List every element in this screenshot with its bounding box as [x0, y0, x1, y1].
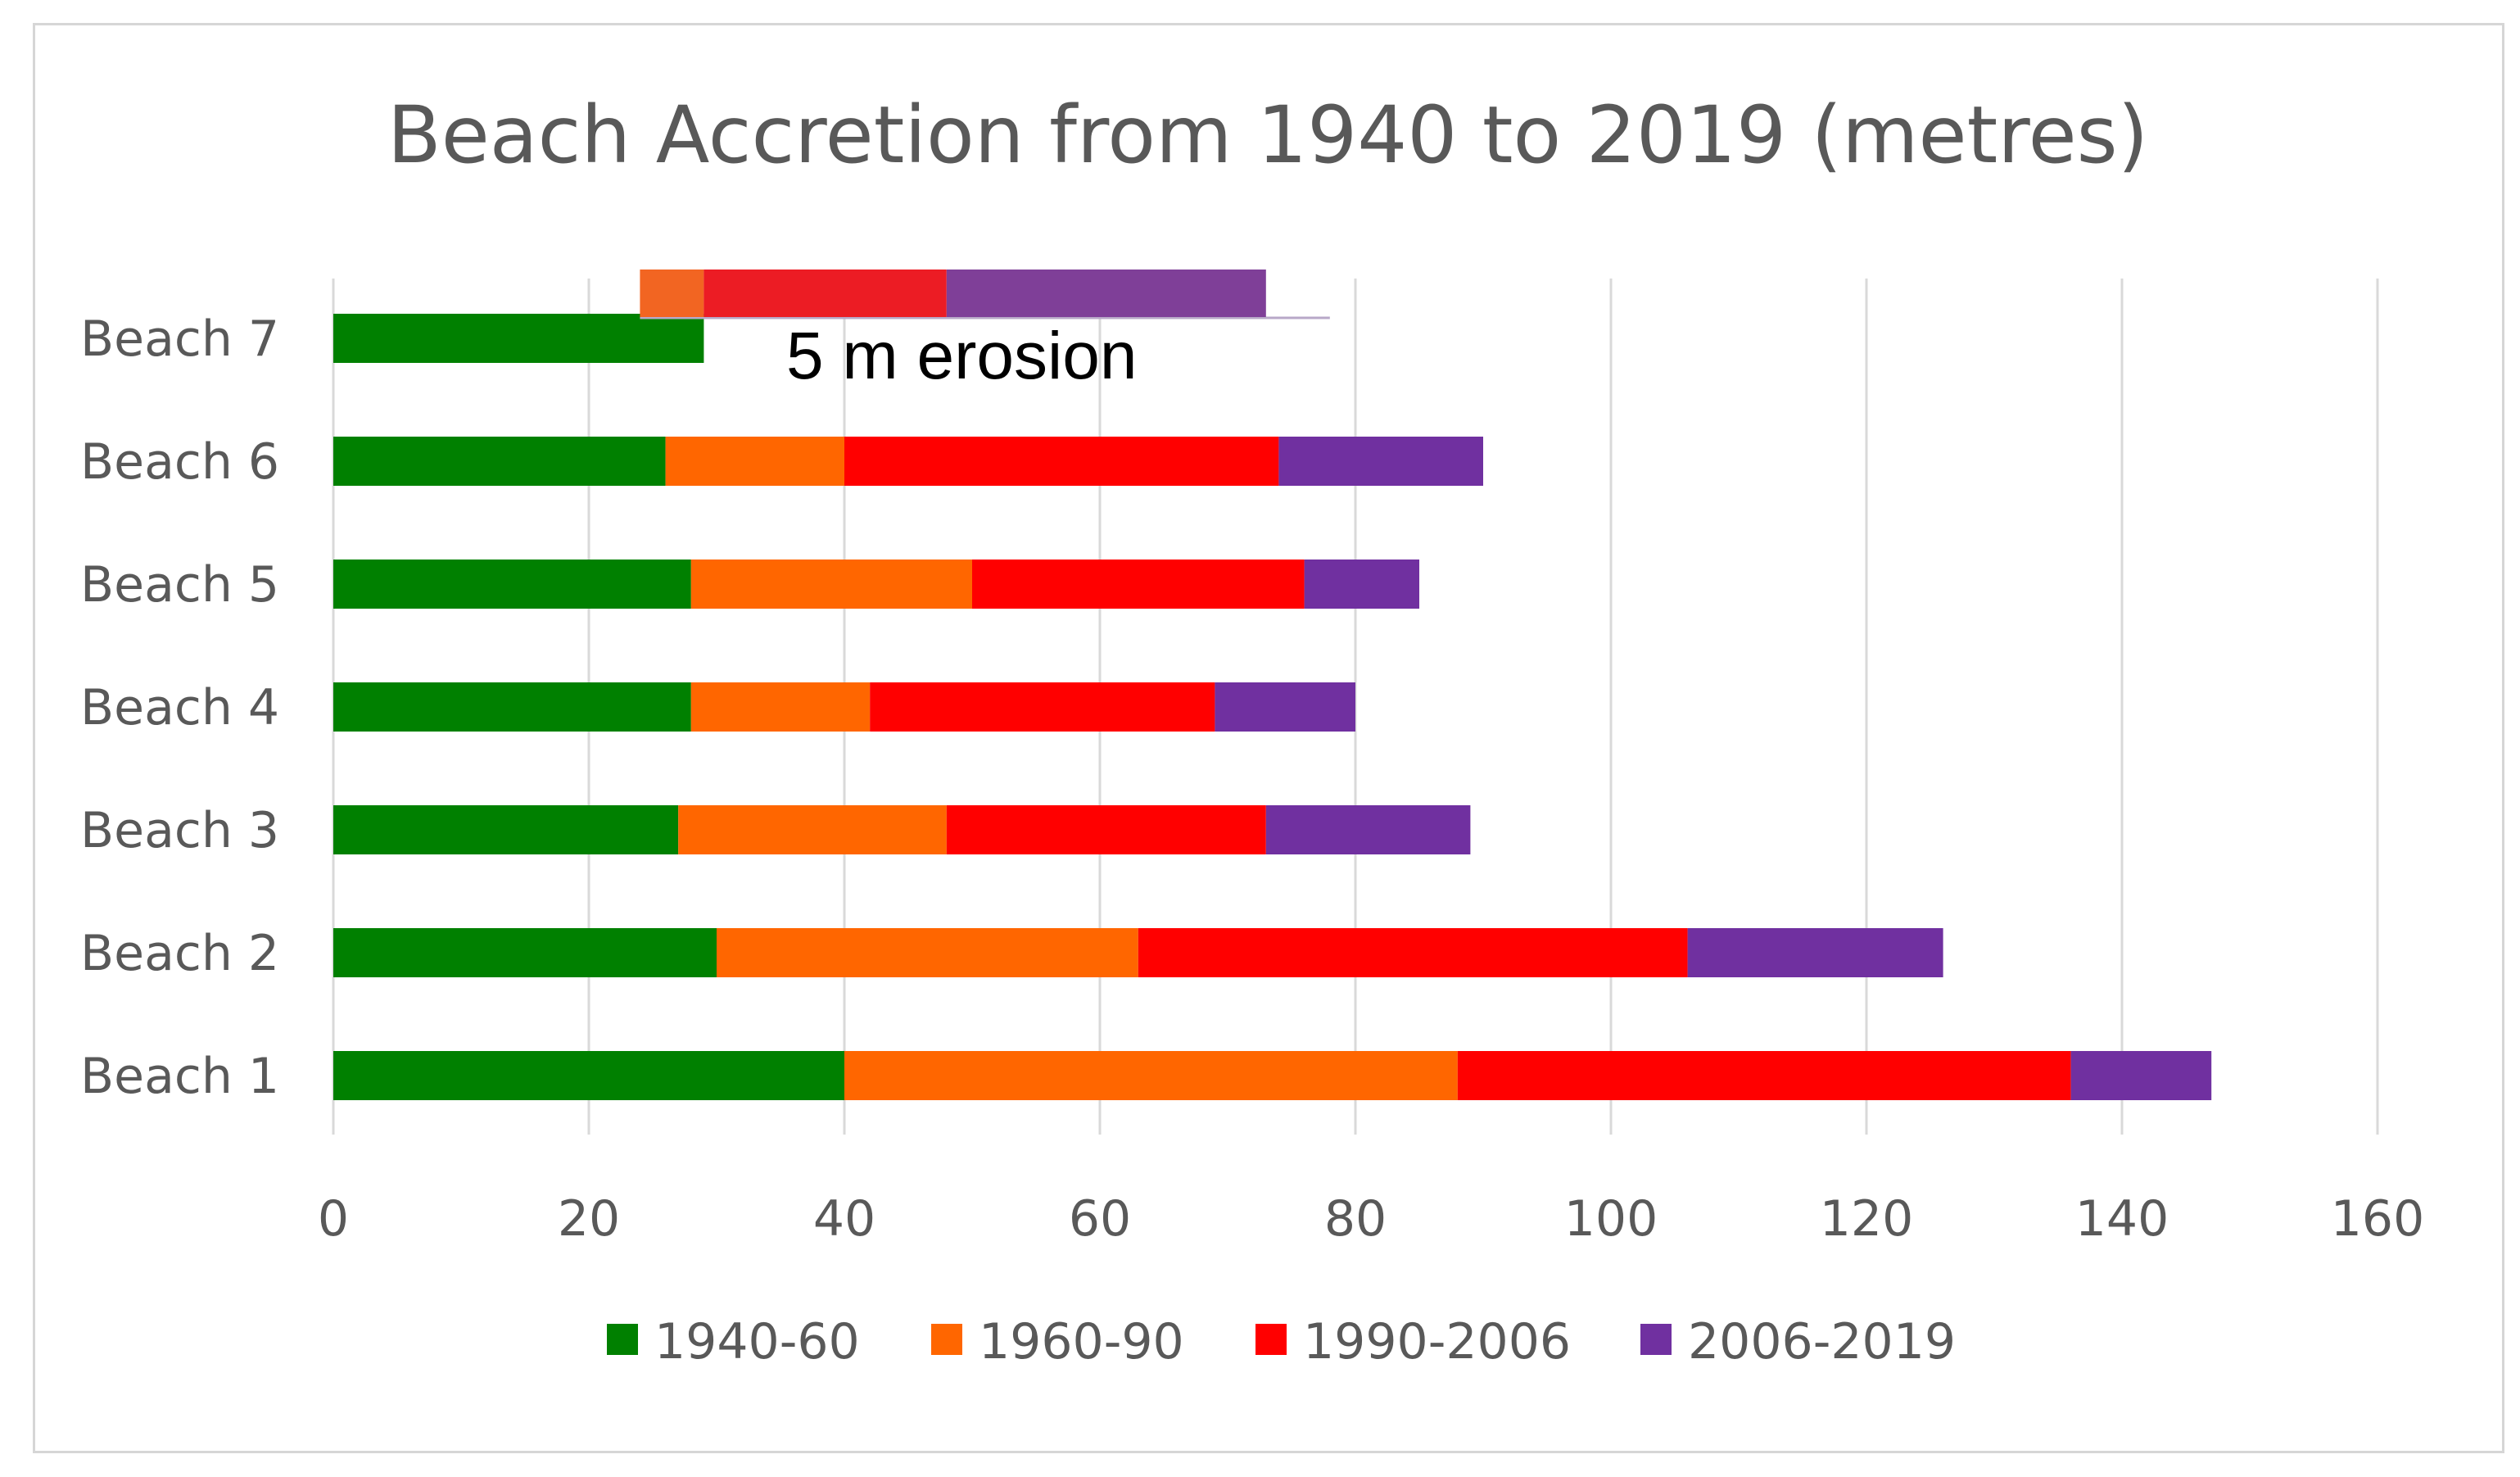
bar-beach-4-2006-2019 — [1215, 682, 1355, 732]
bar-beach-2-1990-2006 — [1138, 928, 1688, 977]
bar-beach-1-2006-2019 — [2070, 1051, 2212, 1100]
category-label-beach-6: Beach 6 — [80, 433, 279, 491]
bar-beach-3-1940-60 — [333, 805, 679, 854]
category-label-beach-7: Beach 7 — [80, 310, 279, 368]
bar-beach-6-1960-90 — [665, 437, 844, 486]
bar-beach-2-2006-2019 — [1687, 928, 1943, 977]
legend-swatch-1990-2006 — [1255, 1324, 1287, 1355]
bar-beach-1-1960-90 — [844, 1051, 1458, 1100]
category-label-beach-4: Beach 4 — [80, 679, 279, 736]
bar-beach-1-1940-60 — [333, 1051, 844, 1100]
inset-segment-2006-2019 — [946, 270, 1266, 317]
x-tick-label-80: 80 — [1324, 1190, 1387, 1248]
bar-beach-2-1960-90 — [717, 928, 1138, 977]
bar-beach-3-1960-90 — [678, 805, 947, 854]
bar-beach-7-1940-60 — [333, 314, 704, 363]
beach-7-erosion-inset — [640, 270, 1330, 319]
category-label-beach-3: Beach 3 — [80, 802, 279, 859]
chart-frame — [33, 23, 2504, 1453]
bar-beach-6-1990-2006 — [844, 437, 1279, 486]
bar-beach-5-2006-2019 — [1304, 560, 1419, 609]
inset-segment-1960-90 — [640, 270, 704, 317]
x-tick-label-160: 160 — [2331, 1190, 2425, 1248]
legend-label-1960-90: 1960-90 — [979, 1313, 1184, 1371]
legend-swatch-1940-60 — [607, 1324, 638, 1355]
bar-beach-6-1940-60 — [333, 437, 666, 486]
legend-label-2006-2019: 2006-2019 — [1688, 1313, 1956, 1371]
x-tick-label-140: 140 — [2075, 1190, 2169, 1248]
bar-beach-3-2006-2019 — [1265, 805, 1471, 854]
category-label-beach-1: Beach 1 — [80, 1048, 279, 1105]
bar-beach-4-1990-2006 — [870, 682, 1215, 732]
category-labels: Beach 1 Beach 2 Beach 3 Beach 4 Beach 5 Beach… — [80, 310, 279, 1105]
bar-beach-1-1990-2006 — [1457, 1051, 2071, 1100]
bar-beach-2-1940-60 — [333, 928, 717, 977]
x-tick-label-40: 40 — [813, 1190, 875, 1248]
category-label-beach-5: Beach 5 — [80, 556, 279, 614]
bar-beach-4-1940-60 — [333, 682, 691, 732]
inset-segment-1990-2006 — [704, 270, 947, 317]
bar-beach-3-1990-2006 — [946, 805, 1266, 854]
gridlines — [332, 279, 2379, 1135]
x-tick-label-120: 120 — [1820, 1190, 1914, 1248]
legend-swatch-1960-90 — [931, 1324, 962, 1355]
erosion-annotation: 5 m erosion — [786, 319, 1137, 393]
legend-label-1990-2006: 1990-2006 — [1303, 1313, 1571, 1371]
chart-title: Beach Accretion from 1940 to 2019 (metre… — [387, 89, 2148, 181]
x-tick-label-100: 100 — [1564, 1190, 1658, 1248]
legend-label-1940-60: 1940-60 — [654, 1313, 860, 1371]
x-tick-label-20: 20 — [558, 1190, 620, 1248]
x-tick-label-60: 60 — [1069, 1190, 1131, 1248]
legend-swatch-2006-2019 — [1640, 1324, 1672, 1355]
legend: 1940-60 1960-90 1990-2006 2006-2019 — [607, 1313, 1956, 1371]
category-label-beach-2: Beach 2 — [80, 925, 279, 982]
x-tick-label-0: 0 — [318, 1190, 349, 1248]
x-axis-tick-labels: 0 20 40 60 80 100 120 140 160 — [318, 1190, 2424, 1248]
bar-beach-4-1960-90 — [690, 682, 871, 732]
bar-beach-5-1940-60 — [333, 560, 691, 609]
bar-beach-5-1960-90 — [690, 560, 972, 609]
bars — [333, 314, 2212, 1100]
bar-beach-5-1990-2006 — [972, 560, 1305, 609]
bar-beach-6-2006-2019 — [1278, 437, 1483, 486]
